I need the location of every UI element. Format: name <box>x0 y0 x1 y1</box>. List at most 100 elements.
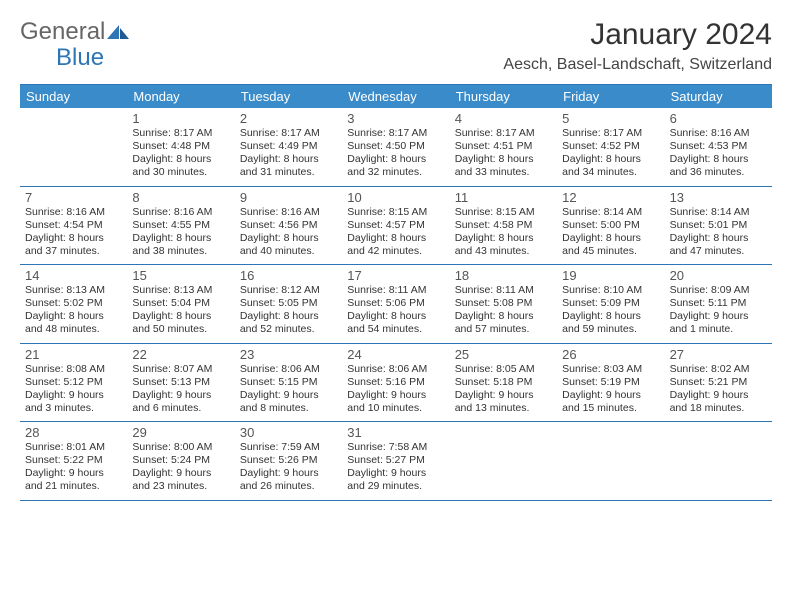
cell-line: Daylight: 8 hours <box>455 232 552 245</box>
calendar-cell: 15Sunrise: 8:13 AMSunset: 5:04 PMDayligh… <box>127 265 234 343</box>
cell-line: Sunrise: 8:17 AM <box>562 127 659 140</box>
day-number: 23 <box>240 347 337 362</box>
cell-line: and 13 minutes. <box>455 402 552 415</box>
week-row: 28Sunrise: 8:01 AMSunset: 5:22 PMDayligh… <box>20 422 772 501</box>
day-number: 26 <box>562 347 659 362</box>
cell-line: and 15 minutes. <box>562 402 659 415</box>
calendar-cell <box>450 422 557 500</box>
calendar-cell: 31Sunrise: 7:58 AMSunset: 5:27 PMDayligh… <box>342 422 449 500</box>
cell-line: Daylight: 8 hours <box>562 310 659 323</box>
cell-line: Daylight: 9 hours <box>240 389 337 402</box>
calendar-cell: 7Sunrise: 8:16 AMSunset: 4:54 PMDaylight… <box>20 187 127 265</box>
cell-line: Sunrise: 8:17 AM <box>240 127 337 140</box>
weeks-container: 1Sunrise: 8:17 AMSunset: 4:48 PMDaylight… <box>20 108 772 501</box>
cell-line: and 48 minutes. <box>25 323 122 336</box>
calendar-cell: 26Sunrise: 8:03 AMSunset: 5:19 PMDayligh… <box>557 344 664 422</box>
calendar-cell: 27Sunrise: 8:02 AMSunset: 5:21 PMDayligh… <box>665 344 772 422</box>
cell-line: and 54 minutes. <box>347 323 444 336</box>
day-header-wed: Wednesday <box>342 85 449 108</box>
calendar-cell: 19Sunrise: 8:10 AMSunset: 5:09 PMDayligh… <box>557 265 664 343</box>
cell-line: Daylight: 9 hours <box>562 389 659 402</box>
day-header-fri: Friday <box>557 85 664 108</box>
cell-line: Sunset: 4:55 PM <box>132 219 229 232</box>
day-number: 12 <box>562 190 659 205</box>
cell-line: Daylight: 9 hours <box>240 467 337 480</box>
calendar-cell: 17Sunrise: 8:11 AMSunset: 5:06 PMDayligh… <box>342 265 449 343</box>
week-row: 21Sunrise: 8:08 AMSunset: 5:12 PMDayligh… <box>20 344 772 423</box>
cell-line: Sunset: 4:51 PM <box>455 140 552 153</box>
cell-line: Sunset: 4:50 PM <box>347 140 444 153</box>
cell-line: Sunset: 5:04 PM <box>132 297 229 310</box>
cell-line: Sunrise: 8:14 AM <box>670 206 767 219</box>
day-number: 11 <box>455 190 552 205</box>
cell-line: Daylight: 9 hours <box>347 467 444 480</box>
day-number: 27 <box>670 347 767 362</box>
cell-line: Sunrise: 8:10 AM <box>562 284 659 297</box>
cell-line: and 1 minute. <box>670 323 767 336</box>
day-number: 1 <box>132 111 229 126</box>
cell-line: Daylight: 9 hours <box>25 389 122 402</box>
calendar-cell: 1Sunrise: 8:17 AMSunset: 4:48 PMDaylight… <box>127 108 234 186</box>
day-number: 14 <box>25 268 122 283</box>
cell-line: Sunset: 5:08 PM <box>455 297 552 310</box>
day-number: 10 <box>347 190 444 205</box>
cell-line: Sunset: 5:15 PM <box>240 376 337 389</box>
cell-line: and 57 minutes. <box>455 323 552 336</box>
cell-line: Sunrise: 7:58 AM <box>347 441 444 454</box>
day-number: 21 <box>25 347 122 362</box>
cell-line: Sunset: 5:21 PM <box>670 376 767 389</box>
cell-line: and 18 minutes. <box>670 402 767 415</box>
day-header-sat: Saturday <box>665 85 772 108</box>
calendar-cell: 30Sunrise: 7:59 AMSunset: 5:26 PMDayligh… <box>235 422 342 500</box>
cell-line: Daylight: 8 hours <box>240 232 337 245</box>
cell-line: Daylight: 8 hours <box>240 310 337 323</box>
cell-line: and 3 minutes. <box>25 402 122 415</box>
calendar-cell: 12Sunrise: 8:14 AMSunset: 5:00 PMDayligh… <box>557 187 664 265</box>
calendar-cell: 10Sunrise: 8:15 AMSunset: 4:57 PMDayligh… <box>342 187 449 265</box>
cell-line: Sunrise: 8:15 AM <box>347 206 444 219</box>
cell-line: Sunrise: 8:06 AM <box>240 363 337 376</box>
cell-line: and 59 minutes. <box>562 323 659 336</box>
day-number: 2 <box>240 111 337 126</box>
cell-line: and 10 minutes. <box>347 402 444 415</box>
cell-line: and 45 minutes. <box>562 245 659 258</box>
cell-line: Sunset: 5:16 PM <box>347 376 444 389</box>
cell-line: and 34 minutes. <box>562 166 659 179</box>
day-number: 3 <box>347 111 444 126</box>
cell-line: Daylight: 9 hours <box>132 467 229 480</box>
cell-line: Sunrise: 8:11 AM <box>455 284 552 297</box>
cell-line: Sunrise: 8:13 AM <box>25 284 122 297</box>
cell-line: Sunset: 4:49 PM <box>240 140 337 153</box>
day-header-thu: Thursday <box>450 85 557 108</box>
calendar-cell: 5Sunrise: 8:17 AMSunset: 4:52 PMDaylight… <box>557 108 664 186</box>
day-number: 30 <box>240 425 337 440</box>
cell-line: Sunset: 5:26 PM <box>240 454 337 467</box>
cell-line: and 37 minutes. <box>25 245 122 258</box>
cell-line: Sunset: 4:57 PM <box>347 219 444 232</box>
cell-line: Sunset: 5:01 PM <box>670 219 767 232</box>
calendar-cell: 14Sunrise: 8:13 AMSunset: 5:02 PMDayligh… <box>20 265 127 343</box>
day-number: 20 <box>670 268 767 283</box>
day-number: 6 <box>670 111 767 126</box>
cell-line: and 26 minutes. <box>240 480 337 493</box>
cell-line: and 21 minutes. <box>25 480 122 493</box>
cell-line: Daylight: 9 hours <box>25 467 122 480</box>
cell-line: Sunrise: 8:02 AM <box>670 363 767 376</box>
cell-line: Sunset: 5:00 PM <box>562 219 659 232</box>
calendar-cell: 25Sunrise: 8:05 AMSunset: 5:18 PMDayligh… <box>450 344 557 422</box>
cell-line: and 8 minutes. <box>240 402 337 415</box>
cell-line: Daylight: 8 hours <box>132 232 229 245</box>
cell-line: Daylight: 8 hours <box>25 232 122 245</box>
week-row: 14Sunrise: 8:13 AMSunset: 5:02 PMDayligh… <box>20 265 772 344</box>
cell-line: Daylight: 9 hours <box>670 389 767 402</box>
cell-line: Sunset: 4:58 PM <box>455 219 552 232</box>
cell-line: and 31 minutes. <box>240 166 337 179</box>
cell-line: and 52 minutes. <box>240 323 337 336</box>
cell-line: Sunrise: 8:13 AM <box>132 284 229 297</box>
cell-line: Sunrise: 8:16 AM <box>132 206 229 219</box>
cell-line: Sunset: 5:18 PM <box>455 376 552 389</box>
calendar-cell: 2Sunrise: 8:17 AMSunset: 4:49 PMDaylight… <box>235 108 342 186</box>
day-number: 22 <box>132 347 229 362</box>
calendar-cell: 28Sunrise: 8:01 AMSunset: 5:22 PMDayligh… <box>20 422 127 500</box>
day-number: 5 <box>562 111 659 126</box>
